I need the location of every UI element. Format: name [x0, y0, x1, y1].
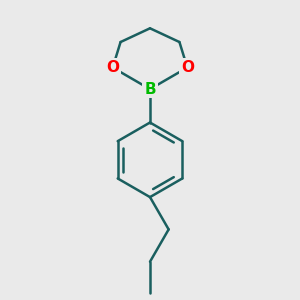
Text: B: B: [144, 82, 156, 97]
Text: O: O: [106, 60, 119, 75]
Text: O: O: [181, 60, 194, 75]
